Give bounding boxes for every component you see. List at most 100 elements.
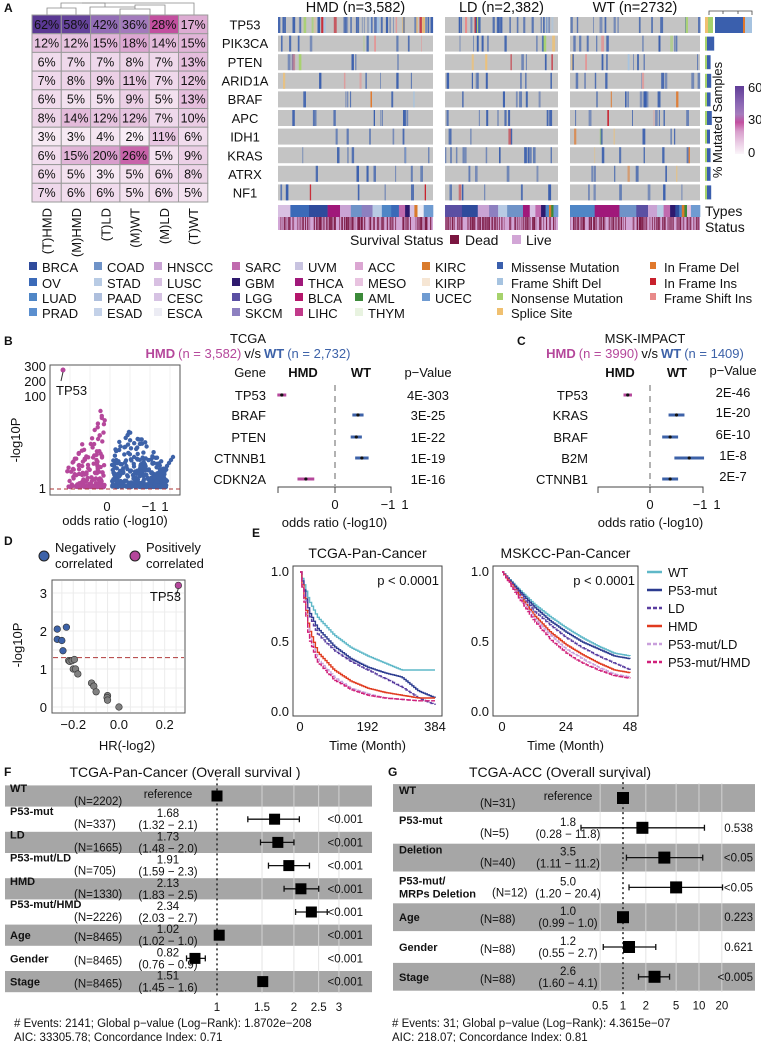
gene-label: CDKN2A (213, 472, 266, 487)
mutation-stripe (292, 54, 296, 71)
status-dead-stripe (369, 217, 371, 230)
status-dead-stripe (317, 217, 318, 230)
cancer-type-segment (309, 205, 328, 217)
heatmap-cell-value: 5% (96, 93, 114, 107)
status-dead-stripe (292, 217, 293, 230)
p-value: 1E-20 (716, 405, 751, 420)
footnote-events: # Events: 31; Global p−value (Log−Rank):… (392, 1018, 670, 1030)
mutation-stripe (458, 17, 461, 33)
status-dead-stripe (303, 217, 304, 230)
volcano-point-wt (143, 484, 149, 490)
x-axis (597, 486, 704, 493)
mutation-stripe (476, 17, 479, 33)
confidence-interval-text: (1.32 − 2.1) (138, 820, 197, 832)
heatmap-cell-value: 13% (181, 93, 206, 107)
mutation-stripe (373, 165, 376, 182)
mutation-stripe (380, 110, 382, 126)
volcano-point-hmd (98, 464, 103, 470)
mutation-stripe (588, 184, 590, 201)
cancer-type-label: ACC (368, 260, 395, 275)
cancer-type-label: OV (42, 276, 61, 291)
mutation-stripe (450, 147, 452, 164)
hazard-ratio: 5.0 (560, 876, 576, 888)
frequency-axis (708, 10, 753, 15)
status-dead-stripe (309, 217, 311, 230)
heatmap-cell-value: 9% (96, 74, 114, 88)
subtitle-hmd: HMD (146, 346, 176, 361)
heatmap-cell-value: 13% (181, 55, 206, 69)
status-dead-stripe (676, 217, 678, 230)
mutation-stripe (585, 54, 587, 71)
mutation-stripe (552, 35, 556, 52)
status-dead-stripe (301, 217, 303, 230)
cancer-type-swatch (355, 293, 363, 301)
volcano-point-hmd (93, 476, 99, 481)
mutation-stripe (396, 72, 399, 89)
hazard-ratio: 1.68 (157, 808, 179, 820)
status-dead-stripe (357, 217, 359, 230)
mutation-stripe (428, 147, 430, 164)
x-tick-label: −0.2 (60, 717, 86, 732)
mutation-stripe (346, 91, 349, 108)
status-dead-stripe (421, 217, 423, 230)
status-dead-stripe (625, 217, 626, 230)
mutation-stripe (625, 91, 627, 108)
status-dead-stripe (483, 217, 485, 230)
heatmap-cell-value: 9% (184, 149, 202, 163)
odds-ratio-point (280, 393, 284, 397)
mutation-stripe (543, 35, 547, 52)
mutation-stripe (357, 17, 360, 33)
mutation-stripe (323, 17, 326, 33)
column-header-pvalue: p−Value (404, 365, 451, 380)
mutation-stripe (639, 91, 643, 108)
mutation-stripe (670, 35, 673, 52)
volcano-point-wt (112, 453, 118, 458)
mutation-stripe (601, 54, 604, 71)
cancer-type-segment (636, 205, 649, 217)
mutation-stripe (350, 17, 352, 33)
mutation-stripe (407, 35, 410, 52)
row-name: P53-mut/MRPs Deletion (399, 875, 476, 900)
mutation-stripe (292, 17, 296, 33)
mutation-stripe (385, 184, 386, 201)
status-dead-stripe (501, 217, 502, 230)
cancer-type-segment (648, 205, 658, 217)
status-dead-stripe (467, 217, 469, 230)
row-name-line: LD (10, 829, 25, 841)
confidence-interval-text: (1.83 − 2.5) (138, 890, 197, 902)
gene-label: B2M (561, 451, 588, 466)
status-dead-stripe (573, 217, 574, 230)
mutation-stripe (345, 91, 346, 108)
mutation-stripe (485, 147, 488, 164)
volcano-point-wt (154, 465, 159, 470)
row-n: (N=12) (492, 887, 528, 899)
volcano-point-hmd (95, 421, 101, 426)
hazard-ratio: 3.5 (560, 847, 576, 859)
status-dead-stripe (679, 217, 681, 230)
heatmap-cell-value: 7% (67, 55, 85, 69)
gene-point (92, 688, 100, 696)
status-dead-stripe (448, 217, 450, 230)
gene-label: ATRX (228, 167, 262, 182)
status-dead-stripe (283, 217, 286, 230)
oncoprint-row-bg (278, 110, 433, 126)
cancer-type-swatch (29, 293, 37, 301)
status-dead-stripe (672, 217, 674, 230)
heatmap-cell-value: 7% (96, 55, 114, 69)
volcano-point-wt (129, 458, 134, 463)
status-dead-stripe (290, 217, 291, 230)
mutation-stripe (576, 17, 579, 33)
volcano-point-hmd (102, 418, 107, 423)
status-dead-stripe (419, 217, 422, 230)
hazard-ratio: 0.82 (157, 947, 179, 959)
p-value: <0.001 (328, 907, 364, 919)
row-n: (N=88) (480, 914, 516, 926)
mutation-stripe (657, 91, 661, 108)
status-dead-stripe (583, 217, 585, 230)
status-dead-stripe (445, 217, 447, 230)
mutation-stripe (681, 184, 683, 201)
mutation-stripe (335, 128, 338, 145)
subtitle-wt-n: (n = 2,732) (287, 346, 350, 361)
hazard-ratio-marker (295, 883, 307, 895)
mutation-stripe (363, 17, 365, 33)
